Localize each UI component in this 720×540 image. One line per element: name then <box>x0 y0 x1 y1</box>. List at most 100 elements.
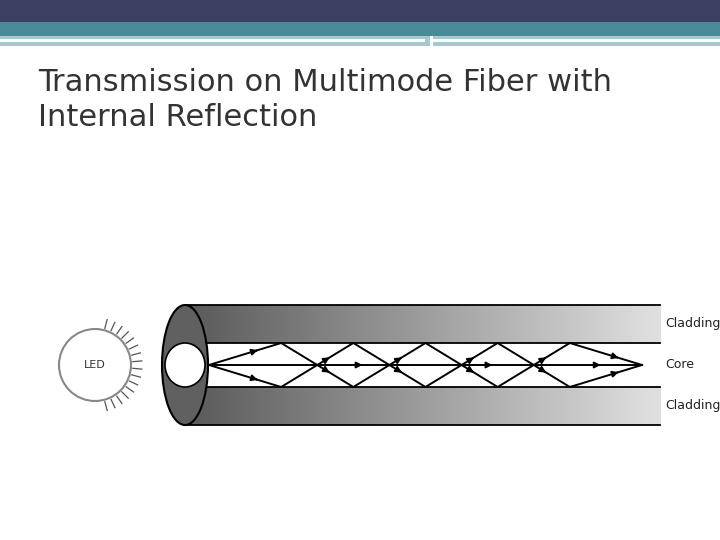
Bar <box>320 305 324 343</box>
Bar <box>260 305 265 343</box>
Bar <box>498 305 502 343</box>
Bar <box>367 305 372 343</box>
Bar <box>462 305 467 343</box>
Bar <box>569 305 573 343</box>
Bar <box>233 387 237 425</box>
Bar <box>225 387 229 425</box>
Bar <box>296 387 300 425</box>
Bar <box>431 305 435 343</box>
Bar <box>280 387 284 425</box>
Bar <box>391 305 395 343</box>
Bar <box>0 22 460 36</box>
Bar <box>569 387 573 425</box>
Bar <box>518 387 522 425</box>
Bar <box>296 305 300 343</box>
Bar <box>577 305 581 343</box>
Text: Cladding: Cladding <box>665 400 720 413</box>
Bar <box>470 305 474 343</box>
Text: Transmission on Multimode Fiber with: Transmission on Multimode Fiber with <box>38 68 612 97</box>
Bar <box>189 305 194 343</box>
Bar <box>644 305 649 343</box>
Bar <box>652 305 657 343</box>
Bar <box>581 305 585 343</box>
Bar <box>375 305 379 343</box>
Bar <box>534 387 538 425</box>
Bar <box>292 387 297 425</box>
Bar <box>597 387 601 425</box>
Bar <box>490 387 494 425</box>
Bar <box>375 387 379 425</box>
Bar <box>632 305 636 343</box>
Bar <box>395 305 400 343</box>
Bar <box>304 387 308 425</box>
Bar <box>399 387 403 425</box>
Bar <box>363 305 368 343</box>
Bar <box>264 305 269 343</box>
Bar <box>0 39 425 42</box>
Bar <box>534 305 538 343</box>
Bar <box>307 305 312 343</box>
Bar <box>426 305 431 343</box>
Bar <box>212 305 217 343</box>
Bar <box>494 387 498 425</box>
Bar <box>315 305 320 343</box>
Bar <box>292 305 297 343</box>
Bar <box>608 387 613 425</box>
Bar <box>336 387 340 425</box>
Bar <box>640 305 644 343</box>
Bar <box>613 387 617 425</box>
Bar <box>577 387 581 425</box>
Bar <box>518 305 522 343</box>
Bar <box>423 387 427 425</box>
Bar <box>371 387 376 425</box>
Bar <box>433 36 720 46</box>
Bar <box>632 387 636 425</box>
Bar <box>541 387 546 425</box>
Bar <box>379 305 384 343</box>
Bar <box>600 305 605 343</box>
Bar <box>589 387 593 425</box>
Bar <box>502 387 506 425</box>
Bar <box>454 387 459 425</box>
Bar <box>640 387 644 425</box>
Bar <box>438 387 443 425</box>
Bar <box>355 305 360 343</box>
Bar <box>593 305 597 343</box>
Bar <box>553 387 557 425</box>
Bar <box>264 387 269 425</box>
Bar <box>320 387 324 425</box>
Bar <box>529 305 534 343</box>
Bar <box>256 387 261 425</box>
Bar <box>284 305 289 343</box>
Bar <box>573 305 577 343</box>
Bar <box>339 387 344 425</box>
Bar <box>482 305 486 343</box>
Bar <box>498 387 502 425</box>
Bar <box>589 305 593 343</box>
Bar <box>379 387 384 425</box>
Bar <box>347 387 352 425</box>
Bar <box>581 387 585 425</box>
Bar <box>526 387 530 425</box>
Bar <box>466 387 470 425</box>
Bar <box>431 387 435 425</box>
Text: Core: Core <box>665 359 694 372</box>
Bar <box>466 305 470 343</box>
Bar <box>415 387 419 425</box>
Text: LED: LED <box>84 360 106 370</box>
Bar <box>629 305 633 343</box>
Bar <box>549 387 554 425</box>
Text: Internal Reflection: Internal Reflection <box>38 103 318 132</box>
Bar <box>490 305 494 343</box>
Bar <box>616 305 621 343</box>
Circle shape <box>59 329 131 401</box>
Bar <box>240 387 245 425</box>
Bar <box>605 305 609 343</box>
Bar <box>268 305 273 343</box>
Bar <box>284 387 289 425</box>
Bar <box>336 305 340 343</box>
Bar <box>399 305 403 343</box>
Bar <box>312 305 316 343</box>
Bar <box>648 305 652 343</box>
Bar <box>474 387 478 425</box>
